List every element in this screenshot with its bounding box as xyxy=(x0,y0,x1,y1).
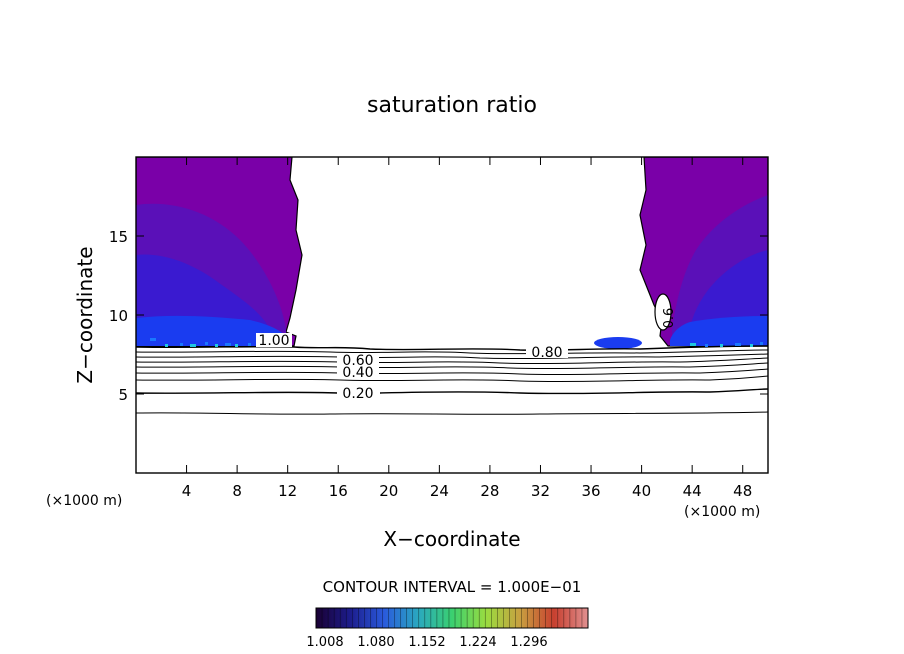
label-bg xyxy=(337,386,379,399)
fill-speckle xyxy=(735,343,741,346)
x-tick-label: 12 xyxy=(278,482,297,500)
x-tick-label: 20 xyxy=(379,482,398,500)
small-cloud-cell xyxy=(594,337,642,349)
colorbar-strip xyxy=(315,607,589,629)
contour-label-0-40: 0.40 xyxy=(342,365,373,381)
x-tick-label: 4 xyxy=(182,482,192,500)
x-unit-left: (×1000 m) xyxy=(46,493,122,509)
fill-speckle xyxy=(215,344,218,347)
plot-area: 1.00 0.80 0.60 0.40 0.20 0.6 xyxy=(136,157,768,415)
contour-labels: 1.00 0.80 0.60 0.40 0.20 0.6 xyxy=(256,308,677,402)
chart-title: saturation ratio xyxy=(367,93,537,118)
x-unit-right: (×1000 m) xyxy=(684,504,760,520)
x-tick-label: 24 xyxy=(430,482,449,500)
x-tick-label: 32 xyxy=(531,482,550,500)
fill-speckle xyxy=(165,344,168,347)
contour-line xyxy=(136,349,768,355)
colorbar-label: 1.296 xyxy=(510,635,547,650)
fill-speckle xyxy=(690,343,696,346)
colorbar-stripes xyxy=(321,608,583,628)
x-tick-label: 44 xyxy=(683,482,702,500)
contour-line xyxy=(136,368,768,376)
x-axis-label: X−coordinate xyxy=(383,527,520,551)
x-tick-label: 16 xyxy=(329,482,348,500)
fill-speckle xyxy=(705,344,708,347)
colorbar: 1.008 1.080 1.152 1.224 1.296 xyxy=(306,607,589,650)
x-tick-label: 48 xyxy=(733,482,752,500)
fill-speckle xyxy=(720,344,723,347)
contour-line xyxy=(136,388,768,395)
fill-speckle xyxy=(225,343,231,346)
x-tick-label: 36 xyxy=(581,482,600,500)
contour-line xyxy=(136,353,768,360)
colorbar-label: 1.008 xyxy=(306,635,343,650)
fill-speckle xyxy=(150,338,156,341)
contour-label-1-00: 1.00 xyxy=(258,333,289,349)
contour-label-0-20: 0.20 xyxy=(342,386,373,402)
y-tick-label: 15 xyxy=(109,228,128,246)
x-tick-label: 28 xyxy=(480,482,499,500)
colorbar-label: 1.080 xyxy=(357,635,394,650)
x-tick-label: 8 xyxy=(232,482,242,500)
clear-pocket xyxy=(654,293,672,331)
fill-speckle xyxy=(248,343,251,346)
label-bg xyxy=(526,344,568,358)
contour-label-0-6: 0.6 xyxy=(662,308,677,329)
y-tick-label: 10 xyxy=(109,307,128,325)
fill-speckle xyxy=(190,344,196,347)
fill-speckle xyxy=(180,343,183,346)
contour-line xyxy=(136,357,768,365)
contour-line xyxy=(136,411,768,415)
contour-line xyxy=(136,362,768,370)
colorbar-label: 1.152 xyxy=(408,635,445,650)
fill-speckle xyxy=(235,344,238,347)
fill-speckle xyxy=(205,342,208,345)
y-ticks: 5 10 15 xyxy=(109,228,768,404)
colorbar-labels: 1.008 1.080 1.152 1.224 1.296 xyxy=(306,635,547,650)
contour-label-0-80: 0.80 xyxy=(531,345,562,361)
x-tick-label: 40 xyxy=(632,482,651,500)
y-axis-label: Z−coordinate xyxy=(73,246,97,383)
fill-speckle xyxy=(760,342,763,345)
right-cloud-base xyxy=(670,316,768,346)
x-ticks: 4 8 12 16 20 24 28 32 36 40 44 48 xyxy=(182,157,752,500)
fill-speckle xyxy=(750,344,753,347)
contour-lines xyxy=(136,345,768,415)
colorbar-label: 1.224 xyxy=(459,635,496,650)
contour-interval-label: CONTOUR INTERVAL = 1.000E−01 xyxy=(323,578,582,596)
label-bg xyxy=(337,365,379,378)
label-bg xyxy=(256,333,292,347)
label-bg xyxy=(337,353,379,366)
contour-line xyxy=(136,345,768,351)
contour-line xyxy=(136,375,768,383)
left-cloud-base xyxy=(136,315,286,346)
y-tick-label: 5 xyxy=(118,386,128,404)
